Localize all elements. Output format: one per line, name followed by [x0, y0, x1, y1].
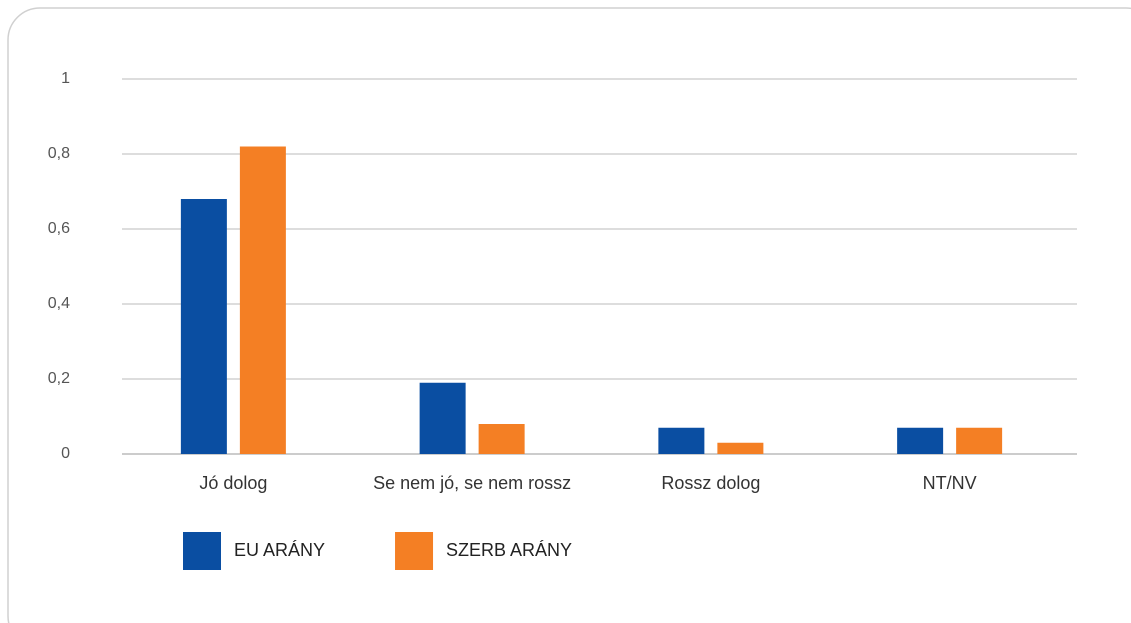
bar [419, 382, 466, 454]
y-tick-label: 0,4 [48, 295, 70, 312]
bar [956, 427, 1003, 454]
bar [478, 424, 525, 454]
bar [180, 199, 227, 454]
y-tick-label: 0,8 [48, 145, 70, 162]
legend-label: EU ARÁNY [234, 540, 325, 560]
y-tick-label: 0,6 [48, 220, 70, 237]
x-tick-label: Jó dolog [199, 473, 267, 493]
x-tick-label: Rossz dolog [661, 473, 760, 493]
legend-swatch [183, 532, 221, 570]
legend-swatch [395, 532, 434, 570]
legend-label: SZERB ARÁNY [446, 540, 572, 560]
x-tick-label: Se nem jó, se nem rossz [373, 473, 571, 493]
y-tick-label: 1 [61, 70, 70, 87]
bar [658, 427, 705, 454]
bar [239, 146, 286, 454]
y-tick-label: 0 [61, 445, 70, 462]
x-tick-label: NT/NV [923, 473, 977, 493]
card [7, 7, 1131, 623]
bar [717, 442, 764, 454]
bar [897, 427, 944, 454]
y-tick-label: 0,2 [48, 370, 70, 387]
